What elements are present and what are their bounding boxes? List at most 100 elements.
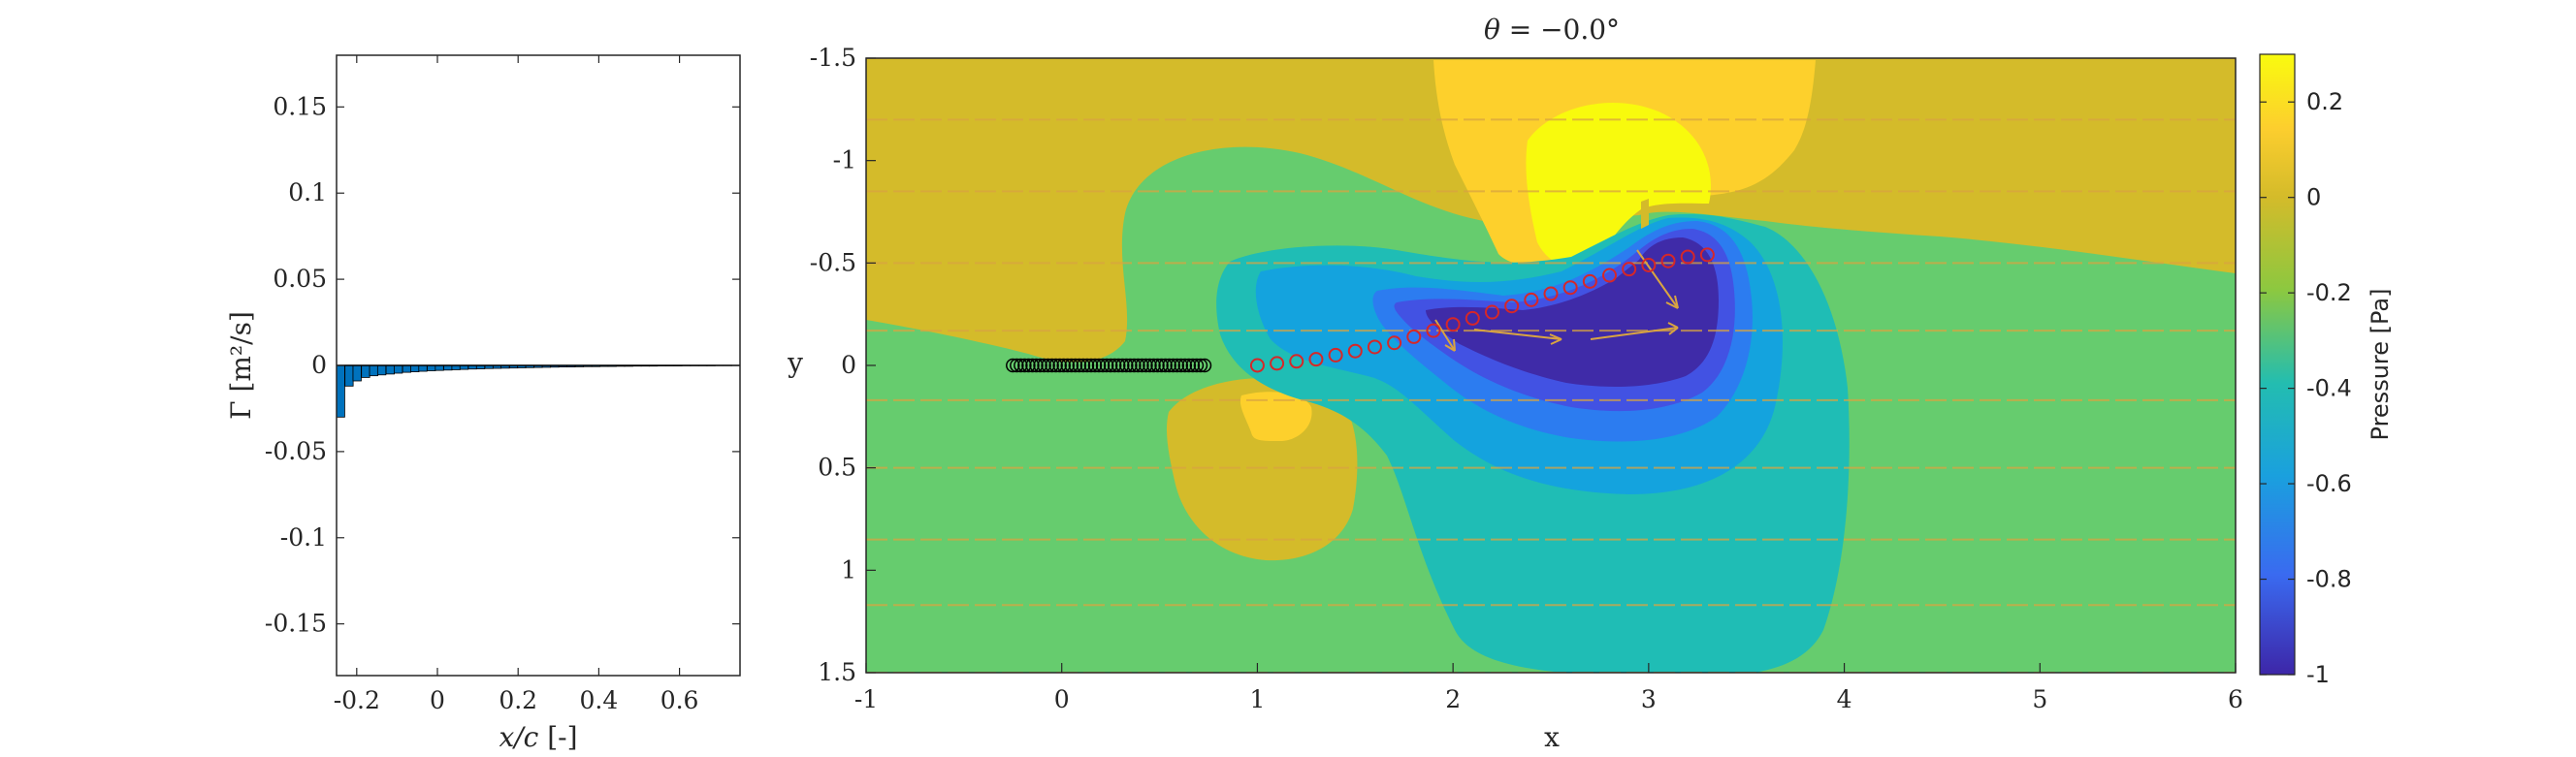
colorbar-tick-label: -0.4 xyxy=(2306,375,2352,402)
x-tick-label: 2 xyxy=(1445,685,1461,713)
colorbar-tick-label: 0.2 xyxy=(2306,88,2343,115)
y-tick-label: 0 xyxy=(311,351,327,379)
plate-marker xyxy=(1095,358,1111,373)
colorbar-tick-label: 0 xyxy=(2306,184,2321,211)
wake-markers xyxy=(1249,247,1715,373)
wake-marker xyxy=(1387,335,1402,351)
plate-marker xyxy=(1189,358,1205,373)
y-tick-label: 0.5 xyxy=(818,454,856,482)
right-x-axis-label: x xyxy=(1544,721,1560,753)
contour-pocket-below-inner xyxy=(1240,392,1312,441)
wake-marker xyxy=(1504,299,1520,314)
plate-marker xyxy=(1174,358,1189,373)
plate-marker xyxy=(1033,358,1047,373)
colorbar-tick-label: -0.6 xyxy=(2306,470,2352,497)
plate-marker xyxy=(1135,358,1149,373)
plate-marker xyxy=(1029,358,1044,373)
bar xyxy=(435,364,444,371)
y-tick-label: -1 xyxy=(833,146,856,174)
plate-marker xyxy=(1099,358,1114,373)
plate-marker xyxy=(1072,358,1087,373)
plate-marker xyxy=(1119,358,1134,373)
bar xyxy=(427,364,436,371)
plate-marker xyxy=(1154,358,1169,373)
left-y-axis-label: Γ [m²/s] xyxy=(225,311,257,420)
x-tick-label: 1 xyxy=(1249,685,1265,713)
plate-marker xyxy=(1091,358,1107,373)
velocity-arrows xyxy=(1434,249,1679,352)
colorbar-tick-label: -1 xyxy=(2306,661,2330,688)
plate-marker xyxy=(1045,358,1059,373)
y-tick-label: 0.15 xyxy=(273,92,327,120)
wake-marker xyxy=(1270,356,1285,371)
plate-marker xyxy=(1197,358,1212,373)
wake-marker xyxy=(1699,247,1715,263)
bar xyxy=(369,364,378,377)
wake-marker xyxy=(1524,292,1539,307)
right-y-ticks: -1.5 -1 -0.5 0 0.5 1 1.5 xyxy=(810,44,876,686)
x-tick-label: 5 xyxy=(2032,685,2047,713)
wake-marker xyxy=(1249,358,1265,373)
bar xyxy=(410,364,420,372)
x-tick-label: 3 xyxy=(1641,685,1657,713)
contour-band-yellow xyxy=(1526,103,1712,268)
wake-marker xyxy=(1367,339,1382,355)
x-tick-label: 6 xyxy=(2228,685,2243,713)
wake-marker xyxy=(1543,286,1559,301)
plate-marker xyxy=(1107,358,1122,373)
wake-marker xyxy=(1406,329,1422,344)
y-tick-label: 1 xyxy=(841,555,856,584)
left-x-ticks: -0.2 0 0.2 0.4 0.6 xyxy=(334,55,698,714)
bar xyxy=(376,364,387,376)
x-tick-label: 0.4 xyxy=(580,686,619,714)
plate-marker xyxy=(1181,358,1197,373)
wake-marker xyxy=(1308,352,1324,367)
bar xyxy=(402,364,412,373)
wake-marker xyxy=(1465,310,1480,326)
right-x-ticks: -1 0 1 2 3 4 5 6 xyxy=(854,663,2243,713)
plate-marker xyxy=(1131,358,1145,373)
plate-marker xyxy=(1048,358,1063,373)
y-tick-label: -0.15 xyxy=(265,610,327,638)
plate-marker xyxy=(1052,358,1067,373)
plate-marker xyxy=(1060,358,1076,373)
plate-marker xyxy=(1127,358,1142,373)
plate-marker xyxy=(1146,358,1161,373)
y-tick-label: -1.5 xyxy=(810,44,856,72)
wake-marker xyxy=(1641,257,1657,272)
plate-marker xyxy=(1143,358,1157,373)
wake-marker xyxy=(1582,273,1597,289)
wake-marker xyxy=(1680,249,1695,265)
bar xyxy=(418,364,428,372)
pressure-field xyxy=(866,58,2236,673)
x-tick-label: 0 xyxy=(430,686,445,714)
y-tick-label: -0.1 xyxy=(280,523,327,552)
wake-marker xyxy=(1445,317,1461,332)
wake-marker xyxy=(1602,268,1618,283)
plate-marker xyxy=(1103,358,1118,373)
pressure-colorbar: 0.2 0 -0.2 -0.4 -0.6 -0.8 -1 Pressure [Pa] xyxy=(2259,53,2394,688)
plate-marker xyxy=(1041,358,1055,373)
x-tick-label: -1 xyxy=(854,685,878,713)
bar xyxy=(344,364,354,387)
bar xyxy=(361,364,370,378)
wake-marker xyxy=(1562,280,1578,296)
plate-marker xyxy=(1114,358,1130,373)
plate-marker xyxy=(1166,358,1180,373)
velocity-streaks xyxy=(866,58,2236,673)
plate-marker xyxy=(1076,358,1091,373)
plate-marker xyxy=(1123,358,1138,373)
plate-marker xyxy=(1056,358,1071,373)
pressure-contour-chart: -1 0 1 2 3 4 5 6 -1.5 -1 -0.5 0 0.5 1 1.5 θ = −0.0° x… xyxy=(787,14,2243,753)
plate-marker xyxy=(1025,358,1040,373)
plate-marker xyxy=(1017,358,1032,373)
y-tick-label: -0.05 xyxy=(265,437,327,465)
plate-marker xyxy=(1083,358,1099,373)
x-tick-label: -0.2 xyxy=(334,686,380,714)
circulation-bar-chart: -0.2 0 0.2 0.4 0.6 0.15 0.1 0.05 0 -0.05 -0.1 -0.1… xyxy=(225,54,741,753)
plate-markers xyxy=(1006,358,1212,373)
plate-marker xyxy=(1177,358,1193,373)
plate-marker xyxy=(1139,358,1153,373)
colorbar-tick-label: -0.8 xyxy=(2306,566,2352,593)
